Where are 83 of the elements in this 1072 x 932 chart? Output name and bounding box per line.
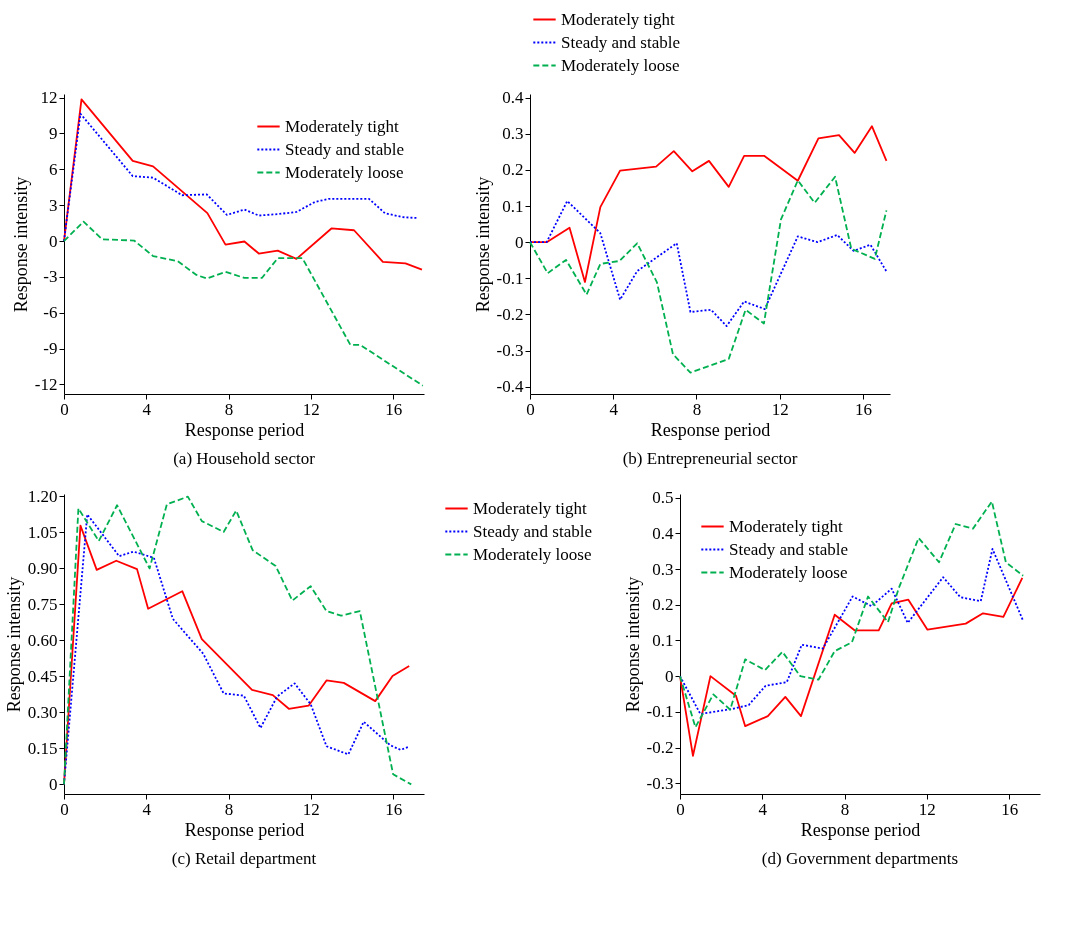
y-tick-label: -12 <box>34 374 58 394</box>
legend-label: Moderately loose <box>285 162 404 182</box>
x-tick-label: 12 <box>771 399 789 419</box>
line-series <box>63 98 423 271</box>
x-tick-label: 8 <box>224 799 234 819</box>
y-tick-label: -0.3 <box>646 773 674 793</box>
x-tick-label: 16 <box>385 399 403 419</box>
y-axis-title: Response intensity <box>3 576 24 713</box>
y-tick-label: 1.20 <box>27 486 58 506</box>
y-tick-label: 0.2 <box>652 595 674 615</box>
legend-label: Moderately tight <box>473 498 588 518</box>
x-tick-label: 8 <box>840 799 850 819</box>
y-tick-label: 0 <box>49 774 58 794</box>
y-tick-label: -0.4 <box>496 377 524 397</box>
y-tick-label: 1.05 <box>27 522 58 542</box>
line-series <box>63 220 424 387</box>
y-tick-label: -9 <box>43 339 58 359</box>
y-tick-label: 0.60 <box>27 630 58 650</box>
y-tick-label: 0.4 <box>652 523 674 543</box>
text: (d) Government departments <box>761 849 959 868</box>
y-tick-label: 0.5 <box>652 488 674 508</box>
x-tick-label: 8 <box>692 399 702 419</box>
y-tick-label: 0.90 <box>27 558 58 578</box>
text: (c) Retail department <box>171 849 317 868</box>
y-tick-label: 0.3 <box>652 559 674 579</box>
line-series <box>529 175 888 374</box>
legend-label: Moderately tight <box>561 9 676 29</box>
y-tick-label: -0.1 <box>646 702 674 722</box>
x-axis-title: Response period <box>184 419 305 440</box>
y-tick-label: 12 <box>40 88 58 108</box>
legend-label: Steady and stable <box>285 139 404 159</box>
x-tick-label: 12 <box>302 399 320 419</box>
y-tick-label: 0 <box>515 232 524 252</box>
y-tick-label: -0.2 <box>496 304 524 324</box>
y-tick-label: 0.15 <box>27 738 58 758</box>
y-tick-label: -6 <box>43 303 58 323</box>
x-tick-label: 16 <box>854 399 872 419</box>
x-tick-label: 4 <box>142 799 152 819</box>
y-tick-label: -0.1 <box>496 268 524 288</box>
x-tick-label: 4 <box>609 399 619 419</box>
y-axis-title: Response intensity <box>10 176 31 313</box>
y-tick-label: -0.3 <box>496 341 524 361</box>
y-tick-label: 0.1 <box>652 630 674 650</box>
y-tick-label: -3 <box>43 267 58 287</box>
x-axis-title: Response period <box>184 819 305 840</box>
x-tick-label: 16 <box>385 799 403 819</box>
y-tick-label: 0.3 <box>502 124 524 144</box>
legend-label: Steady and stable <box>473 521 592 541</box>
line-series <box>679 500 1025 729</box>
y-tick-label: -0.2 <box>646 738 674 758</box>
y-tick-label: 0.75 <box>27 594 58 614</box>
x-tick-label: 12 <box>302 799 320 819</box>
x-tick-label: 4 <box>142 399 152 419</box>
y-tick-label: 0 <box>665 666 674 686</box>
x-axis-title: Response period <box>650 419 771 440</box>
text: (a) Household sector <box>173 449 316 468</box>
y-tick-label: 0.30 <box>27 702 58 722</box>
y-tick-label: 0.2 <box>502 160 524 180</box>
y-tick-label: 6 <box>49 159 58 179</box>
legend-label: Moderately loose <box>729 562 848 582</box>
x-axis-title: Response period <box>800 819 921 840</box>
y-tick-label: 0.4 <box>502 88 524 108</box>
y-tick-label: 3 <box>49 195 58 215</box>
x-tick-label: 8 <box>224 399 234 419</box>
x-tick-label: 16 <box>1001 799 1019 819</box>
text: (b) Entrepreneurial sector <box>622 449 798 468</box>
line-series <box>63 112 419 242</box>
legend-label: Moderately loose <box>561 55 680 75</box>
y-tick-label: 0 <box>49 231 58 251</box>
y-tick-label: 0.1 <box>502 196 524 216</box>
legend-label: Steady and stable <box>729 539 848 559</box>
y-axis-title: Response intensity <box>622 576 643 713</box>
x-tick-label: 12 <box>918 799 936 819</box>
line-series <box>529 125 888 283</box>
x-tick-label: 4 <box>758 799 768 819</box>
line-series <box>529 200 888 327</box>
legend-label: Steady and stable <box>561 32 680 52</box>
legend-label: Moderately loose <box>473 544 592 564</box>
y-tick-label: 0.45 <box>27 666 58 686</box>
legend-label: Moderately tight <box>285 116 400 136</box>
legend-label: Moderately tight <box>729 516 844 536</box>
y-axis-title: Response intensity <box>472 176 493 313</box>
y-tick-label: 9 <box>49 123 58 143</box>
